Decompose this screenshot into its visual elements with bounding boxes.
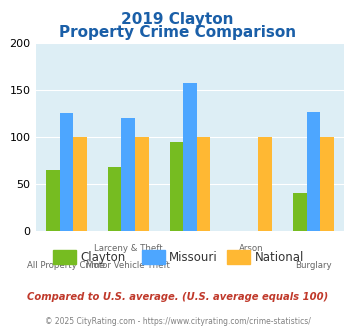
Bar <box>183 83 197 231</box>
Text: Missouri: Missouri <box>169 250 218 264</box>
Text: Compared to U.S. average. (U.S. average equals 100): Compared to U.S. average. (U.S. average … <box>27 292 328 302</box>
Bar <box>293 193 307 231</box>
Text: © 2025 CityRating.com - https://www.cityrating.com/crime-statistics/: © 2025 CityRating.com - https://www.city… <box>45 317 310 326</box>
Text: Motor Vehicle Theft: Motor Vehicle Theft <box>86 261 170 270</box>
Bar <box>46 170 60 231</box>
Text: Larceny & Theft: Larceny & Theft <box>94 244 163 253</box>
Bar <box>258 137 272 231</box>
Text: 2019 Clayton: 2019 Clayton <box>121 12 234 26</box>
Bar <box>121 118 135 231</box>
Text: Arson: Arson <box>239 244 264 253</box>
Bar <box>197 137 210 231</box>
Bar <box>307 112 320 231</box>
Text: All Property Crime: All Property Crime <box>27 261 105 270</box>
Text: National: National <box>255 250 304 264</box>
Bar <box>320 137 334 231</box>
Bar <box>73 137 87 231</box>
Bar <box>170 142 183 231</box>
Text: Clayton: Clayton <box>81 250 126 264</box>
Text: Burglary: Burglary <box>295 261 332 270</box>
Bar <box>135 137 148 231</box>
Bar <box>60 114 73 231</box>
Bar <box>108 167 121 231</box>
Text: Property Crime Comparison: Property Crime Comparison <box>59 25 296 40</box>
